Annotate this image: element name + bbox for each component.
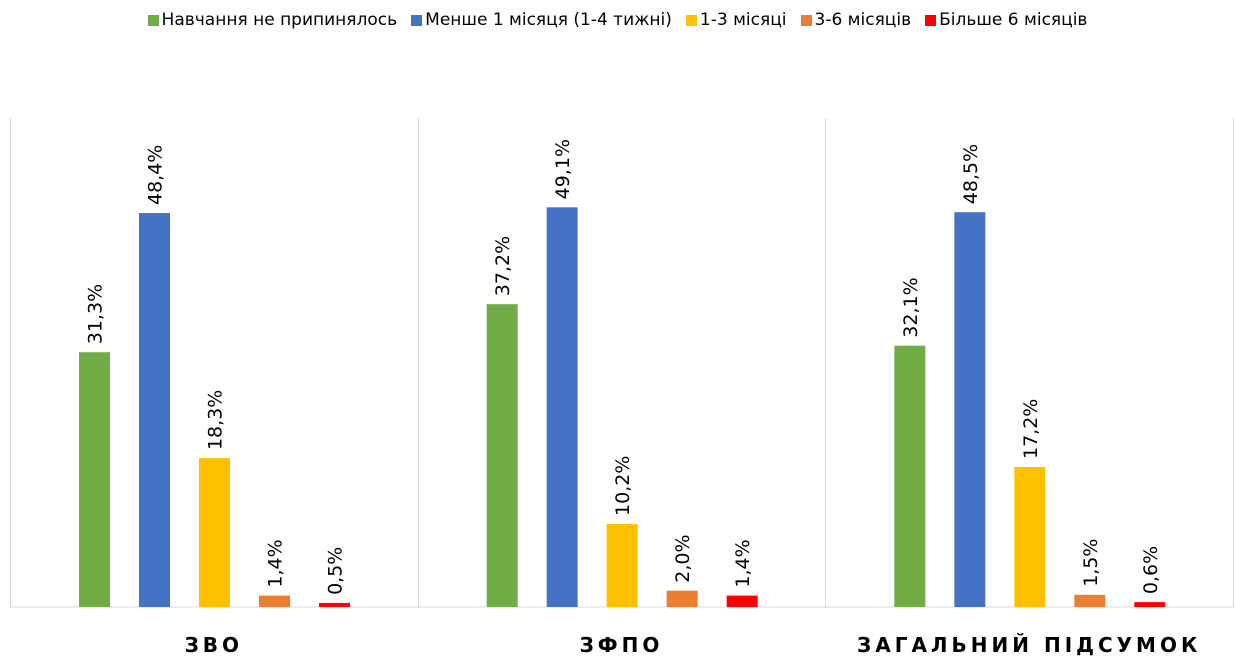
- data-label: 1,5%: [1080, 539, 1102, 587]
- data-label: 0,6%: [1140, 546, 1162, 594]
- legend-label: Більше 6 місяців: [939, 10, 1088, 30]
- bar: [954, 212, 986, 607]
- bar: [1074, 594, 1106, 607]
- bar: [319, 602, 350, 607]
- bar: [486, 304, 518, 607]
- legend-item: Більше 6 місяців: [925, 10, 1087, 30]
- legend-item: Менше 1 місяця (1-4 тижні): [411, 10, 672, 30]
- category-label: ЗАГАЛЬНИЙ ПІДСУМОК: [857, 633, 1201, 657]
- legend-item: Навчання не припинялось: [147, 10, 398, 30]
- data-label: 2,0%: [672, 534, 694, 582]
- legend-swatch: [925, 14, 937, 26]
- data-label: 31,3%: [85, 284, 107, 344]
- data-label: 48,4%: [145, 145, 167, 205]
- bar: [1014, 466, 1046, 607]
- bar: [894, 345, 926, 607]
- legend-label: Менше 1 місяця (1-4 тижні): [425, 10, 672, 30]
- data-label: 10,2%: [612, 456, 634, 516]
- legend-label: 1-3 місяці: [699, 10, 787, 30]
- bar: [259, 595, 290, 607]
- bar: [1134, 602, 1166, 607]
- data-label: 1,4%: [732, 539, 754, 587]
- category-label: ЗФПО: [580, 633, 664, 657]
- data-label: 1,4%: [265, 539, 287, 587]
- data-label: 17,2%: [1020, 399, 1042, 459]
- legend-label: 3-6 місяців: [814, 10, 912, 30]
- data-label: 18,3%: [205, 390, 227, 450]
- legend-item: 3-6 місяців: [800, 10, 912, 30]
- data-label: 49,1%: [552, 139, 574, 199]
- bar: [79, 352, 110, 607]
- data-label: 0,5%: [325, 547, 347, 595]
- data-label: 37,2%: [492, 236, 514, 296]
- legend-swatch: [411, 14, 423, 26]
- legend-swatch: [685, 14, 697, 26]
- bar: [666, 590, 698, 607]
- bar: [726, 595, 758, 607]
- bar: [199, 458, 230, 607]
- bar: [546, 207, 578, 608]
- data-label: 32,1%: [900, 277, 922, 337]
- category-label: ЗВО: [185, 633, 243, 657]
- legend-item: 1-3 місяці: [685, 10, 787, 30]
- legend-swatch: [147, 14, 159, 26]
- data-label: 48,5%: [960, 144, 982, 204]
- chart-legend: Навчання не припинялось Менше 1 місяця (1…: [0, 8, 1235, 32]
- legend-label: Навчання не припинялось: [161, 10, 398, 30]
- bar: [606, 523, 638, 607]
- bar: [139, 213, 170, 608]
- legend-swatch: [800, 14, 812, 26]
